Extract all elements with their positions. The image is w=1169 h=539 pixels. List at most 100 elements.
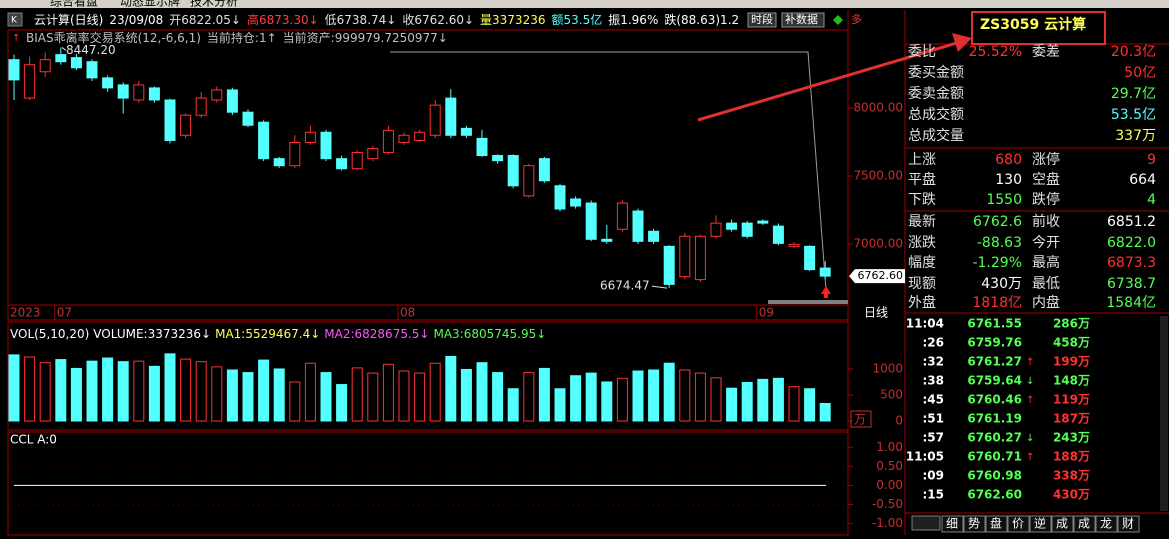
bottom-tab-label: 逆 (1034, 516, 1046, 531)
k-button[interactable] (7, 12, 23, 27)
volume-bar (414, 372, 426, 422)
volume-bar (195, 361, 207, 422)
quote-label: 外盘 (908, 294, 936, 311)
candle-body (460, 127, 472, 136)
quote-value: 1550 (986, 192, 1022, 208)
volume-bar (648, 369, 660, 422)
quote-value: -1.29% (972, 255, 1022, 271)
volume-bar (133, 360, 145, 422)
volume-bar (226, 369, 238, 422)
volume-bar (102, 357, 114, 422)
volume-bar (242, 372, 254, 422)
candle-body (632, 210, 644, 242)
tick-volume: 430万 (1053, 488, 1090, 502)
candle-body (211, 89, 223, 101)
quote-label: 委比 (908, 44, 936, 60)
header-item: 云计算(日线) (34, 12, 103, 27)
tick-time: 11:04 (906, 317, 944, 331)
volume-title: VOL(5,10,20) (10, 327, 89, 341)
ccl-title: CCL A:0 (10, 433, 57, 447)
candle-body (8, 59, 20, 81)
date-label: 08 (400, 306, 415, 320)
bottom-tab[interactable] (985, 515, 1008, 533)
y-tick-label: 500 (880, 387, 903, 401)
quote-label: 今开 (1032, 235, 1060, 251)
y-tick-label: 1.00 (876, 440, 903, 454)
volume-bar (476, 362, 488, 422)
bottom-tab[interactable] (963, 515, 986, 533)
bottom-tab[interactable] (1073, 515, 1096, 533)
volume-bar (55, 359, 67, 422)
bottom-tab[interactable] (1029, 515, 1052, 533)
tick-arrow: ↓ (1026, 433, 1034, 444)
header-button-label: 补数据 (785, 12, 818, 26)
candle-body (336, 158, 348, 170)
tick-price: 6761.27 (967, 355, 1022, 369)
system-position: 当前持仓:1↑ (207, 30, 277, 45)
tick-time: :26 (923, 336, 945, 350)
candle-body (538, 158, 550, 182)
volume-bar (398, 370, 410, 422)
bottom-tab[interactable] (1007, 515, 1030, 533)
tick-time: :32 (923, 355, 945, 369)
volume-bar (507, 388, 519, 422)
candle-body (601, 238, 613, 242)
volume-legend-item: MA3:6805745.95↓ (433, 327, 546, 341)
volume-bar (694, 372, 706, 422)
bottom-tab[interactable] (1095, 515, 1118, 533)
y-tick-label: 1000 (872, 361, 903, 375)
quote-label: 内盘 (1032, 294, 1060, 311)
tick-volume: 148万 (1053, 374, 1090, 388)
annotation-arrowhead (952, 33, 972, 52)
top-tab[interactable]: 综合看盘 (50, 0, 98, 9)
quote-label: 平盘 (908, 171, 936, 188)
bottom-tab[interactable] (1051, 515, 1074, 533)
y-tick-label: 0 (895, 414, 903, 428)
top-tab-bar (0, 0, 1169, 8)
annotation-arrow (697, 40, 961, 122)
candle-body (523, 165, 535, 197)
top-tab[interactable]: 动态显示牌 (120, 0, 180, 9)
tick-time: :45 (923, 393, 945, 407)
tick-arrow: ↑ (1026, 452, 1034, 463)
candle-body (741, 222, 753, 237)
candle-body (117, 84, 129, 99)
bottom-tab[interactable] (1117, 515, 1140, 533)
bottom-tab-label: 成 (1078, 517, 1090, 531)
quote-label: 空盘 (1032, 171, 1060, 188)
volume-bar (804, 388, 816, 422)
header-item: 额53.5亿 (551, 12, 602, 27)
top-tab[interactable]: 技术分析 (190, 0, 238, 9)
quote-label: 委买金额 (908, 65, 964, 81)
candle-body (148, 87, 160, 101)
candle-body (476, 137, 488, 157)
quote-label: 最新 (908, 214, 936, 230)
volume-bar (70, 367, 82, 422)
candle-body (180, 114, 192, 136)
volume-legend: VOL(5,10,20) VOLUME:3373236↓ MA1:5529467.4… (10, 327, 546, 341)
quote-label: 前收 (1032, 213, 1060, 230)
volume-legend-item: MA2:6828675.5↓ (324, 327, 429, 341)
volume-bar (24, 356, 36, 422)
tab-nav[interactable] (911, 515, 941, 531)
bottom-tab[interactable] (941, 515, 964, 533)
candle-body (195, 97, 207, 116)
holding-line (390, 51, 827, 291)
price-tag-label: 6762.60 (858, 269, 904, 282)
header-button[interactable] (747, 12, 777, 28)
quote-label: 幅度 (908, 255, 936, 271)
system-assets: 当前资产:999979.7250977↓ (283, 30, 448, 45)
volume-bar (523, 372, 535, 422)
candle-body (55, 54, 67, 63)
quote-label: 现额 (908, 276, 936, 292)
volume-bar (336, 384, 348, 422)
header-button[interactable] (781, 12, 825, 28)
volume-bar (211, 366, 223, 422)
scrollbar[interactable] (1160, 316, 1168, 511)
bottom-tab-label: 势 (968, 517, 980, 531)
candle-body (242, 111, 254, 126)
tick-price: 6760.98 (967, 469, 1022, 483)
volume-bar (726, 387, 738, 422)
volume-bar (554, 388, 566, 422)
